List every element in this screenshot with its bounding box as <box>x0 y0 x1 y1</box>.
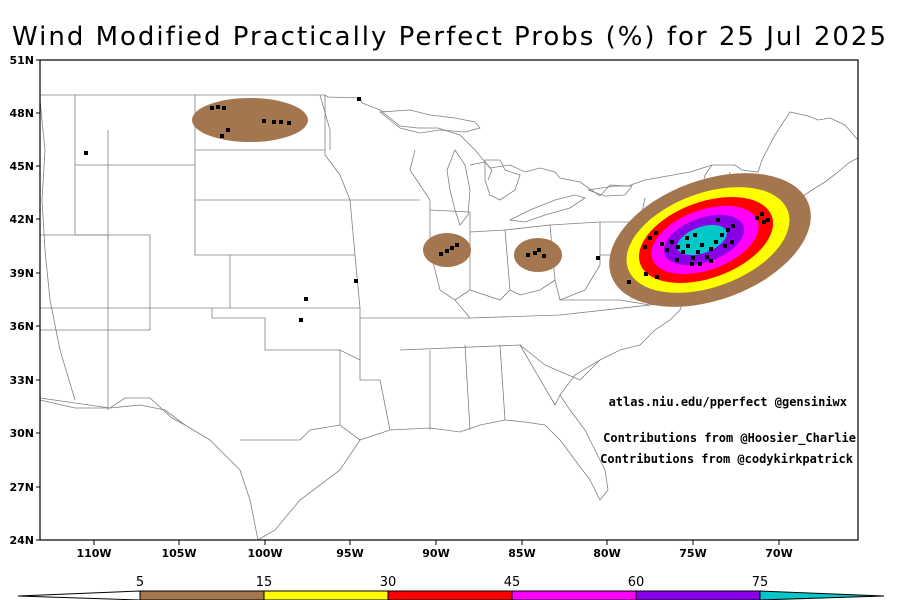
map-content <box>40 94 858 540</box>
lon-tick-label: 100W <box>247 547 282 560</box>
lat-tick-label: 42N <box>9 213 34 226</box>
colorbar-segment <box>263 590 389 600</box>
lat-tick-label: 39N <box>9 267 34 280</box>
lon-tick-label: 75W <box>679 547 706 560</box>
lon-tick-label: 85W <box>508 547 535 560</box>
lon-tick-label: 105W <box>161 547 196 560</box>
lat-tick-label: 24N <box>9 534 34 547</box>
probability-contours <box>192 98 811 307</box>
lat-tick-label: 45N <box>9 160 34 173</box>
lat-tick-label: 27N <box>9 481 34 494</box>
colorbar: 5 15 30 45 60 75 <box>17 575 885 600</box>
credit-line: Contributions from @Hoosier_Charlie <box>603 431 856 446</box>
lon-tick-label: 70W <box>765 547 792 560</box>
colorbar-segment <box>139 590 265 600</box>
storm-report-markers <box>84 97 770 322</box>
lon-tick-label: 90W <box>422 547 449 560</box>
map-frame <box>39 59 859 541</box>
credit-line: Contributions from @codykirkpatrick <box>600 452 854 466</box>
colorbar-segment <box>511 590 637 600</box>
lat-tick-label: 51N <box>9 54 34 67</box>
lon-tick-label: 80W <box>593 547 620 560</box>
map-title: Wind Modified Practically Perfect Probs … <box>11 22 889 52</box>
colorbar-segment <box>635 590 761 600</box>
colorbar-segment <box>387 590 513 600</box>
colorbar-segment-below <box>17 590 141 600</box>
colorbar-label: 60 <box>628 575 645 590</box>
latitude-axis: 51N 48N 45N 42N 39N 36N 33N 30N 27N 24N <box>9 54 40 547</box>
boundaries <box>40 94 858 540</box>
lon-tick-label: 95W <box>336 547 363 560</box>
colorbar-label: 45 <box>504 575 521 590</box>
credits: atlas.niu.edu/pperfect @gensiniwx Contri… <box>600 395 856 466</box>
lon-tick-label: 110W <box>76 547 111 560</box>
colorbar-label: 5 <box>136 575 144 590</box>
lat-tick-label: 30N <box>9 427 34 440</box>
lat-tick-label: 36N <box>9 320 34 333</box>
longitude-axis: 110W 105W 100W 95W 90W 85W 80W 75W 70W <box>76 540 793 560</box>
colorbar-label: 30 <box>380 575 397 590</box>
lat-tick-label: 48N <box>9 107 34 120</box>
colorbar-label: 75 <box>752 575 769 590</box>
lat-tick-label: 33N <box>9 374 34 387</box>
credit-line: atlas.niu.edu/pperfect @gensiniwx <box>609 395 847 409</box>
colorbar-segment-above <box>759 590 885 600</box>
colorbar-label: 15 <box>256 575 273 590</box>
